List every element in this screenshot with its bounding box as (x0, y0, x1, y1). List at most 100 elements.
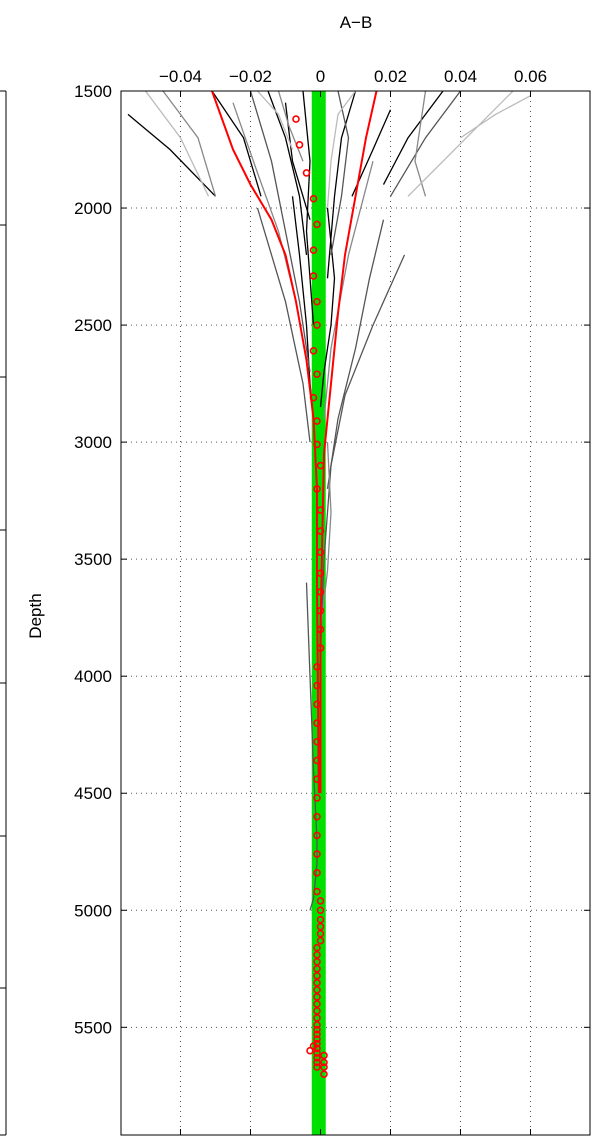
red-marker (313, 220, 321, 229)
red-marker (313, 485, 321, 493)
red-marker (309, 347, 318, 355)
red-marker (316, 915, 325, 924)
red-bound-lines (211, 90, 378, 794)
red-marker (309, 393, 318, 402)
profile-line (277, 90, 304, 162)
profile-line (389, 90, 462, 197)
plot-frame (120, 90, 591, 1136)
red-marker (309, 272, 318, 280)
red-marker (316, 936, 325, 945)
red-marker (313, 1014, 321, 1022)
red-marker (313, 1007, 321, 1015)
red-marker (316, 506, 325, 514)
profile-line (460, 95, 531, 139)
red-marker (313, 681, 321, 690)
profile-line (319, 207, 336, 408)
y-tick-label: 3500 (74, 550, 112, 569)
profile-line (330, 90, 350, 256)
red-marker (313, 869, 321, 877)
red-marker (313, 297, 321, 306)
y-tick-label: 1500 (74, 82, 112, 101)
profile-line (162, 90, 217, 197)
red-marker (306, 1046, 314, 1055)
profile-line (305, 582, 318, 911)
red-marker (313, 1035, 321, 1043)
profile-line (319, 442, 332, 630)
profile-lines (127, 90, 531, 911)
x-tick-label: −0.02 (229, 67, 272, 86)
y-tick-label: 4500 (74, 784, 112, 803)
profile-line (414, 90, 427, 197)
red-marker (316, 906, 325, 915)
red-marker (313, 1000, 321, 1008)
red-marker (313, 965, 321, 973)
red-marker (313, 417, 321, 425)
red-marker (316, 588, 325, 596)
profile-line (211, 90, 262, 197)
red-marker (313, 972, 321, 980)
red-marker (313, 440, 321, 449)
y-tick-label: 3000 (74, 433, 112, 452)
profile-line (382, 90, 444, 185)
red-marker (316, 569, 325, 578)
y-axis-label: Depth (26, 593, 45, 638)
red-marker (313, 663, 321, 671)
y-tick-label: 5500 (74, 1018, 112, 1037)
red-marker (320, 1070, 328, 1078)
red-marker (313, 1058, 321, 1067)
red-marker (320, 1058, 328, 1067)
red-marker (313, 1063, 321, 1071)
profile-line (326, 90, 357, 209)
profile-line (256, 207, 311, 443)
profile-line (249, 90, 311, 372)
red-marker (316, 897, 325, 905)
profile-line (302, 90, 315, 326)
red-marker (309, 1042, 318, 1050)
red-marker (309, 246, 318, 254)
red-marker (309, 194, 318, 203)
red-marker (320, 1051, 328, 1060)
red-marker (316, 527, 325, 535)
red-marker (313, 831, 321, 840)
red-marker (313, 993, 321, 1001)
red-markers (292, 115, 328, 1078)
y-tick-label: 2000 (74, 199, 112, 218)
red-marker (313, 737, 321, 746)
y-tick-label: 5000 (74, 901, 112, 920)
red-marker (313, 979, 321, 987)
x-tick-label: 0.02 (374, 67, 407, 86)
red-marker (313, 370, 321, 379)
axis-ticks: −0.04 −0.02 0 0.02 0.04 0.06 1500 2000 2500 3000 3… (74, 67, 590, 1135)
red-marker (313, 986, 321, 994)
red-marker (313, 1025, 321, 1034)
red-marker (316, 644, 325, 652)
red-marker (292, 115, 300, 123)
y-tick-label: 4000 (74, 667, 112, 686)
red-marker (313, 756, 321, 765)
red-marker (313, 887, 321, 896)
profile-line (326, 219, 385, 489)
red-marker (316, 625, 325, 634)
red-marker (313, 700, 321, 709)
red-marker (313, 950, 321, 959)
red-marker (316, 461, 325, 470)
red-marker (302, 169, 311, 177)
x-tick-label: 0 (316, 67, 325, 86)
x-tick-label: 0.06 (514, 67, 547, 86)
red-marker (313, 1053, 321, 1062)
x-tick-label: −0.04 (159, 67, 202, 86)
red-marker (295, 141, 304, 149)
red-marker (313, 943, 321, 952)
profile-line (232, 102, 297, 302)
adjacent-panel-edge (0, 90, 7, 1136)
x-tick-label: 0.04 (444, 67, 477, 86)
red-marker (313, 794, 321, 802)
red-marker (313, 1049, 321, 1057)
red-marker (313, 719, 321, 727)
red-marker (313, 1030, 321, 1039)
red-bound-line (211, 90, 320, 794)
y-tick-label: 2500 (74, 316, 112, 335)
red-marker (313, 775, 321, 783)
x-axis-label: A−B (340, 13, 373, 32)
